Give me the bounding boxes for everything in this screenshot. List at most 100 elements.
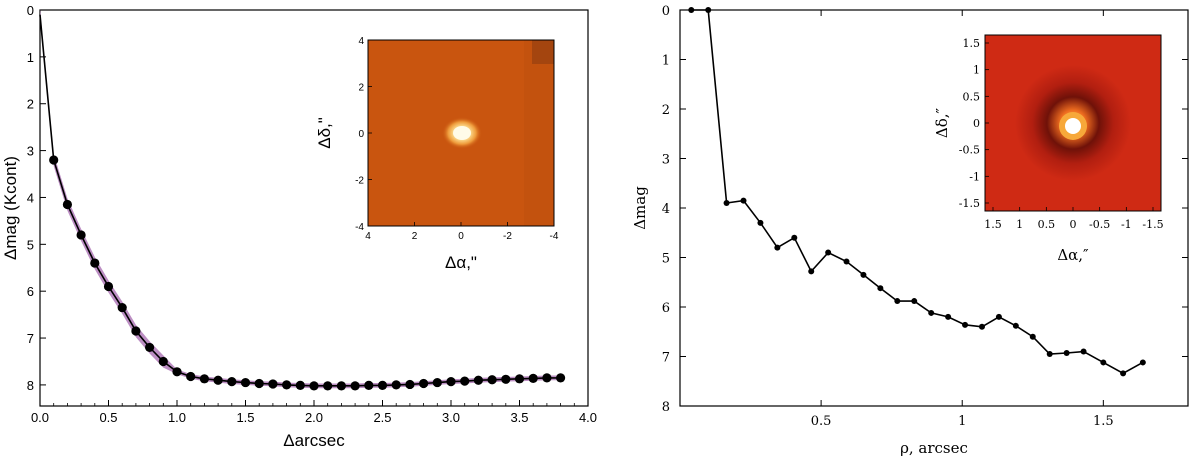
right-inset-center-mask (1065, 118, 1081, 134)
left-y-tick-label: 2 (27, 97, 34, 112)
left-data-point (49, 155, 59, 165)
left-inset-x-tick-label: 4 (365, 231, 371, 242)
left-inset-y-axis: 4 2 0 -2 -4 (355, 36, 372, 233)
left-data-point (62, 199, 72, 210)
right-y-tick-label: 4 (662, 202, 670, 217)
left-data-point (268, 379, 278, 389)
right-inset-y-axis: 1.5 1 0.5 0 -0.5 -1 -1.5 (959, 37, 989, 210)
left-inset-source-core (453, 126, 471, 140)
right-data-point (791, 234, 798, 241)
right-data-point (757, 219, 764, 226)
right-y-tick-label: 2 (662, 103, 670, 118)
left-y-tick-label: 7 (27, 331, 34, 346)
left-inset-x-axis: 4 2 0 -2 -4 (365, 222, 559, 242)
left-data-point (323, 381, 333, 391)
right-data-point (1012, 322, 1019, 329)
right-inset-x-tick-label: -1.5 (1142, 218, 1163, 231)
left-data-point (309, 381, 319, 391)
left-data-point (254, 378, 264, 389)
left-data-point (282, 380, 292, 390)
left-inset-y-label: Δδ," (315, 117, 334, 149)
left-x-axis: 0.0 0.5 1.0 1.5 2.0 2.5 3.0 3.5 4.0 (31, 400, 597, 425)
left-y-tick-label: 3 (27, 144, 34, 159)
left-x-tick-label: 1.5 (236, 410, 254, 425)
left-data-point (103, 281, 114, 292)
left-data-point (240, 377, 251, 388)
left-data-point (186, 371, 196, 382)
left-data-point (419, 378, 429, 389)
left-data-point (432, 377, 442, 388)
right-y-tick-label: 6 (662, 301, 670, 316)
right-data-point (723, 200, 730, 207)
left-y-tick-label: 4 (27, 190, 34, 205)
left-inset-y-tick-label: -2 (355, 176, 364, 187)
right-data-point (1100, 359, 1107, 366)
left-data-point (542, 373, 552, 383)
right-data-point (928, 309, 935, 316)
left-x-tick-label: 1.0 (168, 410, 186, 425)
left-inset-y-tick-label: 4 (358, 36, 364, 47)
right-inset-x-tick-label: -0.5 (1089, 218, 1110, 231)
left-y-axis: 0 1 2 3 4 5 6 7 8 (27, 3, 46, 393)
right-y-tick-label: 5 (662, 252, 670, 267)
left-chart: 0.0 0.5 1.0 1.5 2.0 2.5 3.0 3.5 4.0 0 1 2 3 4 5 6 7 8 Δa… (1, 3, 597, 450)
left-y-tick-label: 5 (27, 237, 34, 252)
left-data-point (350, 381, 360, 391)
left-data-point (295, 380, 305, 390)
left-data-point (556, 373, 566, 383)
right-data-point (1029, 333, 1036, 340)
left-data-point (336, 381, 346, 391)
right-inset-x-axis: 1.5 1 0.5 0 -0.5 -1 -1.5 (984, 207, 1164, 231)
right-inset-x-tick-label: -1 (1121, 218, 1132, 231)
right-data-point (860, 271, 867, 278)
left-inset-image: 4 2 0 -2 -4 4 2 0 -2 -4 Δα," Δδ," (315, 36, 559, 272)
right-data-point (843, 258, 850, 265)
right-data-point (740, 197, 747, 204)
right-data-point (911, 298, 918, 305)
right-x-tick-label: 1.5 (1093, 414, 1114, 429)
right-data-point (877, 285, 884, 292)
right-data-point (808, 268, 815, 275)
right-inset-y-tick-label: -1 (969, 170, 980, 183)
left-inset-y-tick-label: 0 (358, 129, 364, 140)
right-y-tick-label: 7 (662, 351, 670, 366)
right-inset-y-tick-label: 0.5 (963, 90, 981, 103)
left-data-point (514, 374, 525, 384)
right-data-point (825, 249, 832, 256)
right-inset-x-tick-label: 1.5 (984, 218, 1002, 231)
right-data-point (774, 244, 781, 251)
left-data-point (487, 375, 497, 385)
left-data-point (199, 374, 209, 384)
right-inset-y-tick-label: -0.5 (959, 144, 980, 157)
right-inset-y-label: Δδ,″ (933, 107, 951, 138)
right-inset-y-tick-label: 1 (973, 64, 980, 77)
left-data-point (473, 375, 483, 385)
left-y-tick-label: 6 (27, 284, 34, 299)
right-data-point (1139, 359, 1146, 366)
right-data-point (978, 323, 985, 330)
left-data-point (76, 230, 86, 240)
left-x-tick-label: 0.5 (99, 410, 117, 425)
right-x-axis-label: ρ, arcsec (900, 439, 968, 457)
right-x-axis: 0.5 1 1.5 (811, 10, 1114, 429)
left-inset-x-label: Δα," (445, 253, 477, 272)
left-inset-y-tick-label: -4 (355, 222, 364, 233)
left-data-point (460, 376, 470, 386)
left-data-point (528, 373, 538, 383)
right-inset-y-tick-label: -1.5 (959, 197, 980, 210)
right-y-axis: 0 1 2 3 4 5 6 7 8 (662, 4, 1188, 415)
left-inset-edge-band (524, 40, 554, 226)
left-x-tick-label: 2.5 (373, 410, 391, 425)
left-x-tick-label: 3.5 (510, 410, 528, 425)
left-data-point (117, 302, 127, 313)
left-data-point (131, 326, 141, 336)
left-data-point (405, 379, 415, 390)
right-data-point (688, 7, 695, 13)
left-data-point (501, 374, 511, 384)
right-series-points (688, 7, 1146, 377)
left-data-point (364, 380, 374, 390)
right-inset-x-tick-label: 0 (1070, 218, 1077, 231)
right-data-point (1120, 370, 1127, 377)
